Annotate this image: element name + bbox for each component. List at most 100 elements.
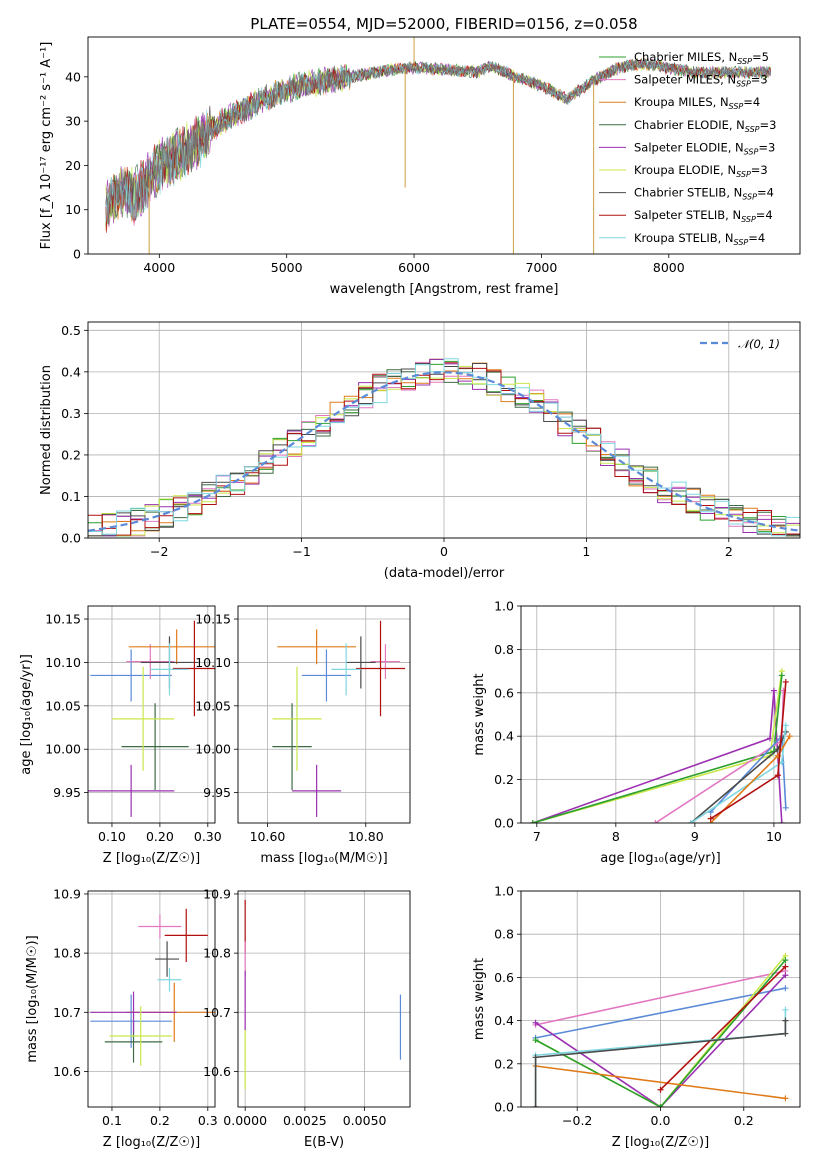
tick-label-x: 7	[533, 829, 541, 844]
tick-label-y: 10.10	[195, 655, 231, 670]
tick-label-y: 0.5	[61, 323, 81, 338]
weight-marker	[782, 972, 789, 979]
tick-label-x: 10.80	[348, 829, 384, 844]
weight-marker	[782, 1006, 789, 1013]
tick-label-x: 0.20	[146, 829, 174, 844]
frame-weight_vs_age	[520, 605, 801, 824]
ylabel-residuals: Normed distribution	[39, 365, 54, 495]
weight-marker	[529, 820, 536, 823]
plot-area-age_vs_mass	[272, 620, 406, 817]
tick-label-y: 1.0	[494, 599, 514, 614]
legend-label: Kroupa STELIB, NSSP=4	[634, 231, 765, 247]
tick-label-y: 10.7	[203, 1005, 231, 1020]
tick-label-y: 10.6	[53, 1064, 81, 1079]
frame-residuals	[87, 321, 801, 539]
tick-label-y: 9.95	[203, 785, 231, 800]
tick-label-x: 1	[582, 544, 590, 559]
weight-marker	[532, 1054, 539, 1061]
weight-marker	[782, 957, 789, 964]
tick-label-x: 2	[725, 544, 733, 559]
frame-spectrum	[87, 36, 801, 255]
legend-label: Chabrier ELODIE, NSSP=3	[634, 118, 776, 134]
legend-label: 𝒩(0, 1)	[738, 337, 780, 351]
tick-label-y: 0.0	[61, 531, 81, 546]
tick-label-y: 10.05	[195, 698, 231, 713]
tick-label-y: 0.3	[61, 406, 81, 421]
weight-marker	[782, 963, 789, 970]
weight-marker	[532, 1037, 539, 1044]
tick-label-x: 8000	[653, 260, 685, 275]
xlabel-weight_vs_Z: Z [log₁₀(Z/Z☉)]	[612, 1135, 709, 1150]
tick-label-y: 10	[65, 202, 81, 217]
tick-label-y: 0.6	[494, 685, 514, 700]
spectrum-data-line	[105, 57, 771, 224]
weight-line	[534, 1020, 787, 1107]
tick-label-y: 10.8	[53, 946, 81, 961]
tick-label-x: 0.0050	[343, 1113, 387, 1128]
figure-title: PLATE=0554, MJD=52000, FIBERID=0156, z=0…	[250, 15, 637, 33]
ylabel-spectrum: Flux [f_λ 10⁻¹⁷ erg cm⁻² s⁻¹ A⁻¹]	[39, 42, 54, 250]
ylabel-weight_vs_Z: mass weight	[472, 958, 487, 1040]
tick-label-y: 0.2	[61, 447, 81, 462]
tick-label-y: 10.9	[53, 886, 81, 901]
weight-line	[532, 675, 783, 823]
weight-marker	[657, 1086, 664, 1093]
tick-label-x: 0	[440, 544, 448, 559]
tick-label-x: −1	[292, 544, 310, 559]
tick-label-y: 10.9	[203, 886, 231, 901]
legend-label: Salpeter ELODIE, NSSP=3	[634, 140, 775, 156]
legend-label: Kroupa ELODIE, NSSP=3	[634, 163, 768, 179]
tick-label-x: 8	[612, 829, 620, 844]
weight-marker	[782, 722, 789, 729]
tick-label-y: 10.10	[45, 655, 81, 670]
weight-marker	[782, 1017, 789, 1024]
weight-marker	[786, 733, 793, 740]
tick-label-y: 0.1	[61, 489, 81, 504]
xlabel-spectrum: wavelength [Angstrom, rest frame]	[330, 282, 559, 297]
tick-label-y: 0.8	[494, 927, 514, 942]
tick-label-x: 0.0	[651, 1113, 671, 1128]
tick-label-y: 0.0	[494, 1100, 514, 1115]
legend-label: Kroupa MILES, NSSP=4	[634, 95, 760, 111]
weight-line	[535, 987, 786, 1039]
weight-line	[532, 690, 783, 823]
tick-label-y: 0.2	[494, 772, 514, 787]
axes-age_vs_mass: 10.60 10.80 9.95 10.00 10.05 10.10 10.15 mass […	[195, 605, 411, 866]
residual-histogram	[88, 358, 800, 537]
axes-mass_vs_ebv: 0.0000 0.0025 0.0050 10.6 10.7 10.8 10.9 E(B-V)	[203, 886, 411, 1150]
weight-line	[659, 966, 786, 1091]
axes-residuals: −2 −1 0 1 2 0.0 0.1 0.2 0.3 0.4 0.5 (data-model)/er…	[39, 321, 801, 581]
tick-label-y: 30	[65, 114, 81, 129]
tick-label-x: 4000	[143, 260, 175, 275]
tick-label-x: 0.0000	[223, 1113, 267, 1128]
frame-weight_vs_Z	[520, 890, 801, 1108]
weight-marker	[782, 804, 789, 811]
weight-marker	[778, 759, 785, 766]
weight-marker	[774, 772, 781, 779]
ylabel-mass_vs_Z: mass [log₁₀(M/M☉)]	[25, 935, 40, 1062]
weight-marker	[532, 1104, 539, 1107]
tick-label-y: 0.6	[494, 970, 514, 985]
weight-marker	[782, 1030, 789, 1037]
frame-mass_vs_ebv	[237, 890, 411, 1108]
weight-marker	[770, 687, 777, 694]
xlabel-weight_vs_age: age [log₁₀(age/yr)]	[600, 851, 721, 866]
plot-area-age_vs_Z	[88, 620, 215, 817]
weight-marker	[657, 1104, 664, 1107]
weight-marker	[707, 815, 714, 822]
weight-line	[535, 959, 787, 1107]
tick-label-y: 20	[65, 158, 81, 173]
frame-mass_vs_Z	[87, 890, 216, 1108]
tick-label-x: 9	[691, 829, 699, 844]
tick-label-y: 1.0	[494, 884, 514, 899]
axes-mass_vs_Z: 0.1 0.2 0.3 10.6 10.7 10.8 10.9 Z [log₁₀(Z/Z☉)]…	[25, 886, 218, 1150]
normal-curve	[88, 371, 800, 532]
tick-label-y: 10.05	[45, 698, 81, 713]
xlabel-mass_vs_Z: Z [log₁₀(Z/Z☉)]	[103, 1135, 200, 1150]
tick-label-y: 0.4	[494, 1013, 514, 1028]
tick-label-x: 10	[766, 829, 782, 844]
weight-marker	[782, 985, 789, 992]
tick-label-x: 0.30	[194, 829, 222, 844]
tick-label-x: 0.2	[734, 1113, 754, 1128]
